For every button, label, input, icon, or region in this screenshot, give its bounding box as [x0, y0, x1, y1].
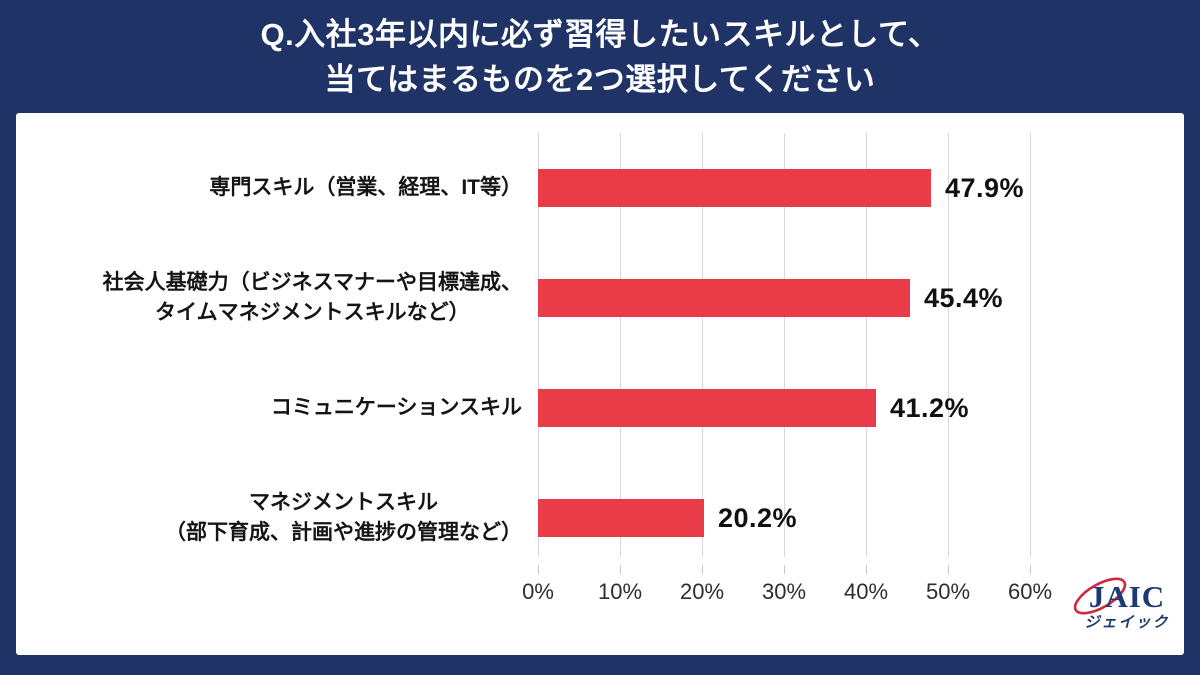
category-label: マネジメントスキル （部下育成、計画や進捗の管理など）: [26, 488, 522, 548]
question-header: Q.入社3年以内に必ず習得したいスキルとして、 当てはまるものを2つ選択してくだ…: [0, 0, 1200, 113]
jaic-logo-text: JAIC: [1088, 579, 1166, 614]
category-label-text: マネジメントスキル （部下育成、計画や進捗の管理など）: [165, 491, 522, 544]
category-label-text: 社会人基礎力（ビジネスマナーや目標達成、 タイムマネジメントスキルなど）: [102, 271, 522, 324]
axis-tickmark-10%: [620, 565, 621, 574]
question-title-line-2: 当てはまるものを2つ選択してください: [324, 61, 876, 97]
jaic-logo-subtitle: ジェイック: [1084, 614, 1170, 631]
gridline-10%: [620, 133, 621, 557]
value-label: 20.2%: [718, 502, 798, 533]
value-label: 47.9%: [945, 172, 1025, 203]
axis-tickmark-40%: [866, 565, 867, 574]
chart-card: 0% 10% 20% 30% 40% 50% 60% 専門スキル（営業、経理、IT等） 47.9…: [16, 113, 1184, 655]
axis-tickmark-30%: [784, 565, 785, 574]
axis-tickmark-20%: [702, 565, 703, 574]
axis-tickmark-60%: [1030, 565, 1031, 574]
value-label: 45.4%: [924, 282, 1004, 313]
gridline-0%: [538, 133, 539, 557]
category-label: 専門スキル（営業、経理、IT等）: [26, 173, 522, 203]
x-axis-tick-label: 60%: [1007, 579, 1053, 604]
jaic-logo: JAIC ジェイック: [1068, 577, 1186, 633]
gridline-40%: [866, 133, 867, 557]
gridline-60%: [1030, 133, 1031, 557]
x-axis-tick-label: 30%: [761, 579, 807, 604]
bar-47.9%: [538, 169, 931, 207]
gridline-30%: [784, 133, 785, 557]
gridline-50%: [948, 133, 949, 557]
category-label: 社会人基礎力（ビジネスマナーや目標達成、 タイムマネジメントスキルなど）: [26, 268, 522, 328]
bar-45.4%: [538, 279, 910, 317]
x-axis-tick-label: 10%: [597, 579, 643, 604]
category-label-text: コミュニケーションスキル: [270, 396, 522, 419]
x-axis-tick-label: 20%: [679, 579, 725, 604]
category-label-text: 専門スキル（営業、経理、IT等）: [209, 176, 522, 199]
x-axis-tick-label: 50%: [925, 579, 971, 604]
x-axis-tick-label: 0%: [522, 579, 554, 604]
bar-20.2%: [538, 499, 704, 537]
question-title-line-1: Q.入社3年以内に必ず習得したいスキルとして、: [260, 16, 940, 52]
value-label: 41.2%: [890, 392, 970, 423]
category-label: コミュニケーションスキル: [26, 393, 522, 423]
axis-tickmark-50%: [948, 565, 949, 574]
gridline-20%: [702, 133, 703, 557]
bar-41.2%: [538, 389, 876, 427]
axis-tickmark-0%: [538, 565, 539, 574]
x-axis-tick-label: 40%: [843, 579, 889, 604]
